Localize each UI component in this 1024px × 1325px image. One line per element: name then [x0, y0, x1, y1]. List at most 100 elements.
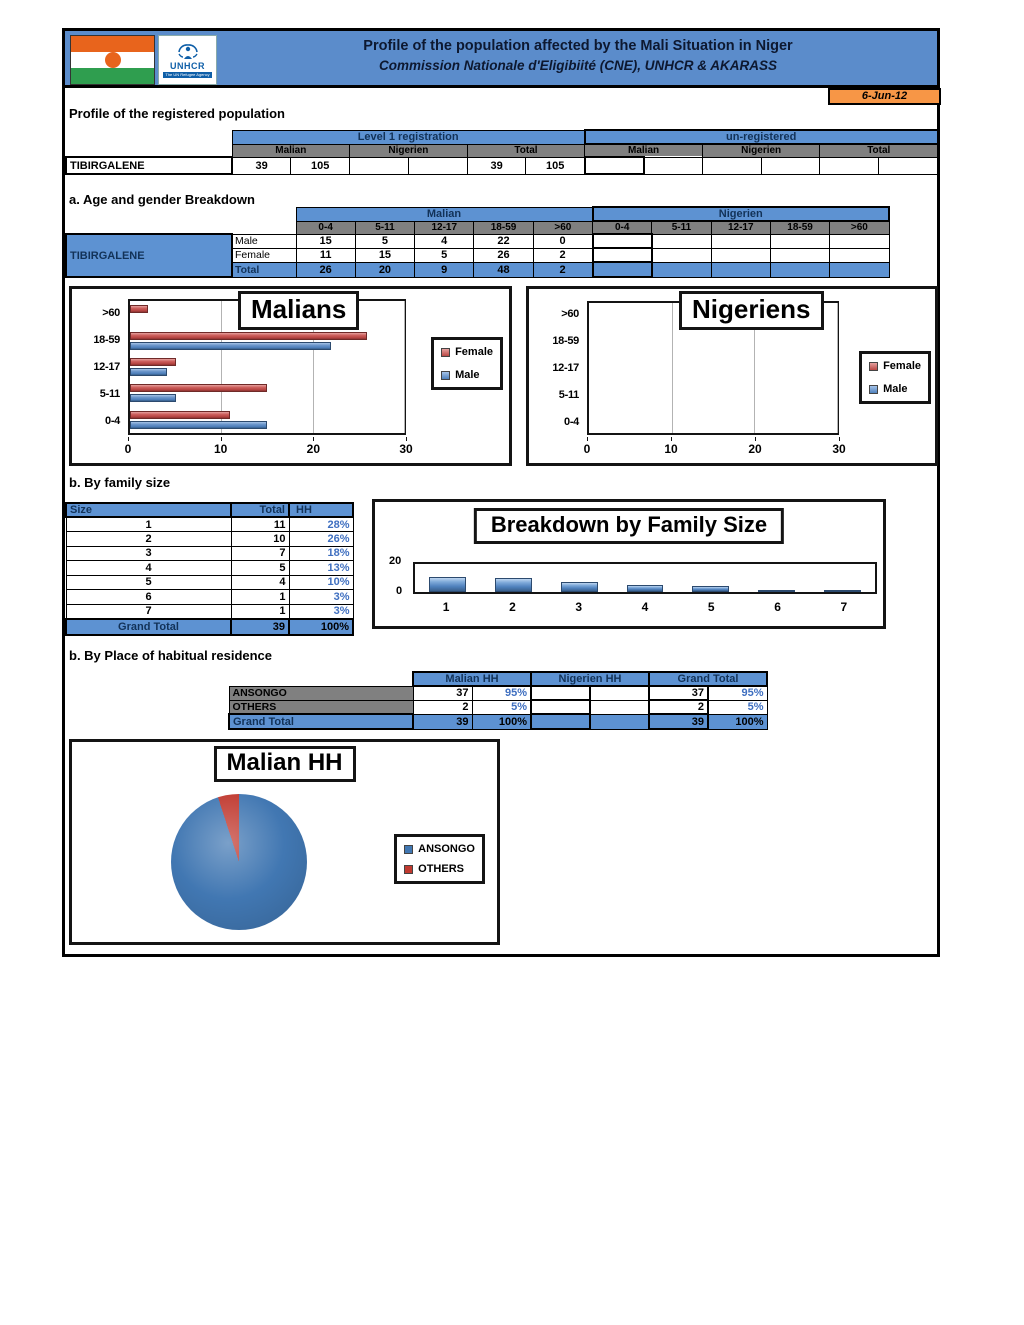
bar-group	[589, 381, 837, 407]
group-header: Level 1 registration	[231, 129, 586, 145]
category-label: 5-11	[558, 388, 580, 401]
age-band-header: 12-17	[414, 220, 475, 235]
column-header: Nigerien HH	[530, 671, 650, 687]
section-title-family: b. By family size	[69, 475, 171, 490]
table-row: TIBIRGALENE 39 105 39 105	[65, 156, 939, 175]
cell: 5%	[471, 699, 532, 715]
cell	[591, 261, 653, 278]
age-band-header: 18-59	[473, 220, 534, 235]
gridline	[404, 301, 405, 433]
table-row-grand-total: Grand Total 39 100% 39 100%	[228, 713, 768, 730]
cell: 15	[354, 247, 416, 263]
cell: 20	[354, 261, 416, 278]
bar-size-2	[495, 578, 532, 592]
x-tick-mark	[671, 437, 672, 441]
bar-size-3	[560, 582, 598, 592]
cell-pct: 3%	[288, 589, 354, 605]
x-tick-label: 30	[399, 442, 413, 456]
bar-group	[130, 407, 404, 433]
bar-size-6	[758, 590, 795, 592]
cell	[651, 247, 712, 263]
family-size-chart: Breakdown by Family Size 20 0 1 2 3 4 5 6 7	[372, 499, 886, 629]
cell-count: 4	[230, 574, 290, 590]
cell-pct: 18%	[288, 545, 354, 561]
bar-female->60	[130, 305, 149, 314]
cell	[583, 156, 645, 175]
x-tick-mark	[406, 437, 407, 441]
table-row-male: TIBIRGALENE Male 15 5 4 22 0	[65, 233, 890, 278]
cell	[769, 247, 831, 263]
bar-slots	[415, 564, 875, 592]
category-label: 12-17	[93, 361, 120, 373]
cell-count: 11	[230, 516, 290, 532]
column-header-total: Total	[230, 502, 290, 518]
chart-title: Malian HH	[213, 746, 356, 782]
bar-male-12-17	[130, 368, 167, 377]
cell: 26	[473, 247, 534, 263]
age-band-header: 0-4	[592, 220, 653, 235]
legend-item-others: OTHERS	[404, 863, 475, 875]
cell-size: 1	[65, 516, 232, 532]
cell-size: 5	[65, 574, 232, 590]
column-header-size: Size	[65, 502, 232, 518]
age-band-header: 18-59	[769, 220, 831, 235]
cell: 48	[473, 261, 534, 278]
legend-item-male: Male	[441, 369, 493, 381]
cell: 15	[295, 233, 356, 249]
subheader: Malian	[584, 143, 703, 158]
legend-swatch-male	[869, 384, 879, 394]
y-tick-max: 20	[389, 555, 402, 567]
group-header: Nigerien	[591, 206, 891, 222]
age-band-header: 5-11	[354, 220, 416, 235]
bar-slot	[546, 564, 612, 592]
subheader: Nigerien	[349, 143, 468, 158]
bar-female-0-4	[130, 410, 231, 419]
column-header: Malian HH	[412, 671, 532, 687]
bar-size-1	[429, 576, 467, 592]
cell: 5	[414, 247, 475, 263]
chart-title: Breakdown by Family Size	[473, 508, 785, 544]
x-category-label: 4	[641, 600, 649, 614]
cell: 100%	[707, 713, 768, 730]
row-sublabel: Total	[231, 261, 297, 278]
section-title-registered: Profile of the registered population	[69, 106, 285, 121]
legend-item-female: Female	[441, 346, 493, 358]
group-header: un-registered	[583, 129, 939, 145]
legend-label: Female	[883, 360, 921, 372]
pie-graphic	[171, 794, 307, 930]
bar-bands	[130, 301, 404, 433]
legend-swatch-female	[869, 361, 879, 371]
niger-flag	[70, 35, 155, 85]
subheader: Nigerien	[701, 143, 821, 158]
cell	[591, 247, 653, 263]
cell	[530, 699, 591, 715]
cell: 5%	[707, 699, 768, 715]
row-label: ANSONGO	[228, 685, 414, 701]
grand-total-label: Grand Total	[65, 617, 232, 636]
legend-swatch-female	[441, 347, 451, 357]
cell	[530, 713, 591, 730]
bar-slot	[678, 564, 744, 592]
family-size-table: Size Total HH 1 11 28% 2 10 26% 3 7 18% 4 5 13% …	[65, 502, 354, 636]
x-axis-labels: 1 2 3 4 5 6 7	[413, 600, 877, 614]
row-label: TIBIRGALENE	[65, 233, 233, 278]
bar-slot	[415, 564, 481, 592]
bar-group	[130, 327, 404, 353]
cell: 5	[354, 233, 416, 249]
x-axis: 0 10 20 30	[125, 437, 413, 456]
x-tick-label: 20	[748, 442, 762, 456]
cell	[530, 685, 591, 701]
cell	[769, 233, 831, 249]
cell	[829, 261, 890, 278]
report-subtitle: Commission Nationale d'Eligibiité (CNE),…	[379, 58, 777, 73]
registration-table: Level 1 registration un-registered Malia…	[65, 129, 939, 175]
section-title-age: a. Age and gender Breakdown	[69, 192, 255, 207]
table-row: 7 1 3%	[65, 603, 354, 619]
x-tick-mark	[839, 437, 840, 441]
bar-group	[130, 354, 404, 380]
cell: 39	[231, 156, 292, 175]
age-band-header: >60	[532, 220, 594, 235]
cell: 95%	[471, 685, 532, 701]
cell: 2	[412, 699, 473, 715]
group-header: Malian	[295, 206, 594, 222]
